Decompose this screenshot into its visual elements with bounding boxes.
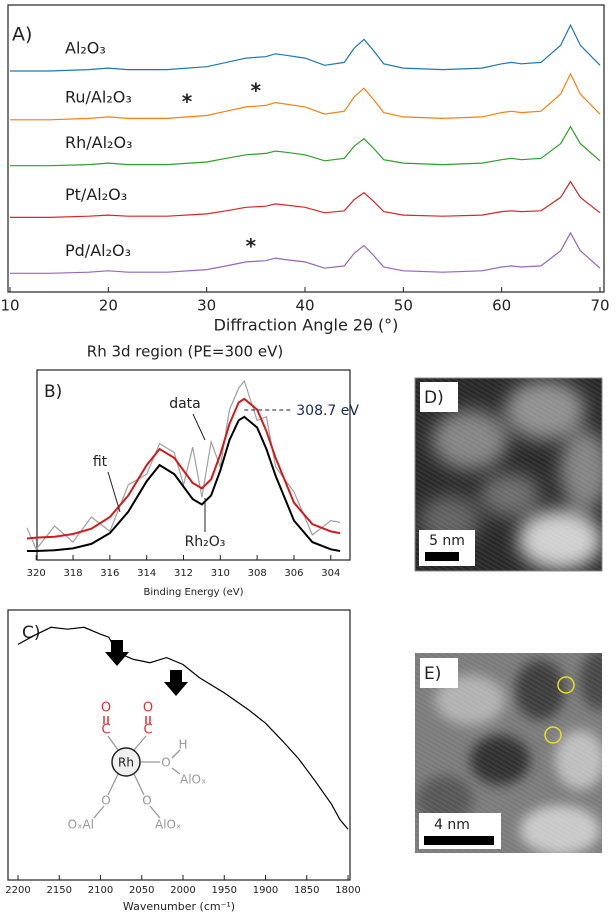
atom: O: [161, 756, 170, 770]
plot-frame: [7, 609, 351, 881]
atom: C: [101, 723, 110, 738]
atom: O: [101, 701, 111, 716]
scale-bar-label: 5 nm: [429, 533, 465, 549]
x-tick-label: 70: [590, 297, 609, 315]
x-tick-label: 308: [248, 568, 267, 579]
x-tick-label: 50: [394, 297, 413, 315]
x-tick-label: 310: [211, 568, 230, 579]
x-tick-label: 60: [492, 297, 511, 315]
atom: O: [143, 701, 153, 716]
series-label: Rh₂O₃: [185, 534, 226, 550]
x-axis-label: Diffraction Angle 2θ (°): [214, 316, 399, 335]
annotation: 308.7 eV: [296, 403, 359, 419]
x-tick-label: 1900: [253, 885, 278, 896]
series-label: Pd/Al₂O₃: [65, 241, 131, 260]
series-label: Al₂O₃: [65, 39, 106, 58]
atom: Rh: [118, 756, 134, 770]
panel-label: B): [44, 382, 62, 402]
x-tick-label: 40: [295, 297, 314, 315]
x-tick-label: 1800: [335, 885, 360, 896]
x-tick-label: 1950: [212, 885, 237, 896]
x-axis-label: Wavenumber (cm⁻¹): [123, 900, 235, 913]
x-tick-label: 2100: [88, 885, 113, 896]
series-label: Pt/Al₂O₃: [65, 185, 127, 204]
scale-bar-label: 4 nm: [434, 817, 470, 833]
arrow: [164, 670, 188, 696]
x-tick-label: 10: [0, 297, 19, 315]
series-line: [26, 379, 341, 551]
series-line: [10, 180, 601, 218]
atom: O: [101, 794, 110, 808]
panel-label: A): [12, 24, 32, 46]
x-tick-label: 2150: [47, 885, 72, 896]
atom: H: [178, 738, 187, 752]
panel-label: C): [22, 623, 41, 643]
series-line: [10, 125, 601, 167]
x-axis-label: Binding Energy (eV): [144, 587, 244, 598]
scale-bar: [425, 552, 459, 561]
series-label: Ru/Al₂O₃: [65, 87, 132, 106]
pointer: [107, 471, 121, 513]
x-tick-label: 316: [100, 568, 119, 579]
plot-frame: [7, 4, 605, 293]
atom: AlOₓ: [180, 773, 206, 787]
series-line: [10, 231, 601, 274]
peak-marker: *: [182, 89, 193, 113]
series-line: [10, 23, 601, 72]
series-line: [27, 415, 341, 552]
x-tick-label: 312: [174, 568, 193, 579]
x-tick-label: 2200: [5, 885, 30, 896]
stem-image: D) 5 nm: [414, 377, 603, 572]
peak-marker: *: [251, 79, 262, 103]
x-tick-label: 314: [137, 568, 156, 579]
x-tick-label: 30: [197, 297, 216, 315]
series-line: [10, 72, 601, 121]
plot-frame: [36, 369, 351, 561]
scale-bar: [424, 836, 494, 845]
atom: AlOₓ: [155, 818, 181, 832]
series-label: fit: [93, 454, 108, 470]
x-tick-label: 2050: [129, 885, 154, 896]
series-label: Rh/Al₂O₃: [65, 133, 132, 152]
chart-title: Rh 3d region (PE=300 eV): [87, 343, 283, 361]
x-tick-label: 304: [321, 568, 340, 579]
x-tick-label: 318: [63, 568, 82, 579]
series-line: [26, 397, 341, 540]
panel-label: D): [424, 388, 444, 408]
molecule-inset: O C O C Rh O H AlOₓ O OₓAl O AlOₓ: [68, 701, 207, 832]
stem-image: E) 4 nm: [415, 653, 602, 853]
pointer: [192, 413, 206, 441]
atom: O: [142, 794, 151, 808]
x-tick-label: 1850: [294, 885, 319, 896]
x-tick-label: 20: [99, 297, 118, 315]
atom: C: [143, 723, 152, 738]
series-label: data: [169, 396, 201, 412]
x-tick-label: 2000: [170, 885, 195, 896]
series-line: [17, 626, 349, 830]
panel-label: E): [424, 664, 441, 684]
x-tick-label: 306: [284, 568, 303, 579]
x-tick-label: 320: [27, 568, 46, 579]
atom: OₓAl: [68, 818, 94, 832]
peak-marker: *: [246, 234, 257, 258]
